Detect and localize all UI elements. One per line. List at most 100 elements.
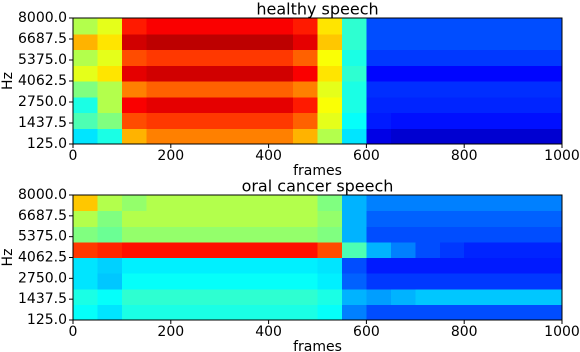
heatmap-cell bbox=[513, 241, 539, 259]
heatmap-cell bbox=[366, 49, 392, 66]
heatmap-cell bbox=[341, 96, 367, 114]
heatmap-cell bbox=[170, 18, 196, 35]
heatmap-cell bbox=[341, 210, 367, 227]
heatmap-cell bbox=[219, 96, 245, 114]
heatmap-cell bbox=[219, 49, 245, 66]
heatmap-cell bbox=[219, 304, 245, 321]
heatmap-cell bbox=[415, 257, 441, 274]
heatmap-cell bbox=[488, 257, 514, 274]
heatmap-cell bbox=[195, 65, 221, 82]
heatmap-cell bbox=[268, 288, 294, 305]
heatmap-cell bbox=[366, 33, 392, 51]
heatmap bbox=[73, 18, 563, 145]
heatmap-cell bbox=[537, 81, 563, 98]
heatmap-cell bbox=[341, 273, 367, 290]
heatmap-cell bbox=[537, 33, 563, 51]
heatmap-cell bbox=[537, 96, 563, 114]
heatmap-cell bbox=[121, 49, 147, 66]
heatmap-cell bbox=[341, 241, 367, 259]
heatmap-cell bbox=[268, 226, 294, 243]
heatmap-cell bbox=[268, 257, 294, 274]
heatmap-cell bbox=[513, 195, 539, 212]
heatmap-cell bbox=[366, 96, 392, 114]
heatmap-cell bbox=[244, 33, 270, 51]
heatmap-cell bbox=[415, 96, 441, 114]
heatmap-cell bbox=[97, 273, 123, 290]
heatmap-cell bbox=[244, 112, 270, 129]
heatmap-cell bbox=[464, 304, 490, 321]
heatmap-cell bbox=[146, 128, 172, 145]
heatmap-cell bbox=[268, 195, 294, 212]
heatmap-cell bbox=[268, 128, 294, 145]
heatmap-cell bbox=[170, 112, 196, 129]
heatmap-cell bbox=[537, 273, 563, 290]
heatmap-cell bbox=[464, 81, 490, 98]
heatmap-cell bbox=[464, 112, 490, 129]
heatmap-cell bbox=[341, 33, 367, 51]
heatmap-cell bbox=[488, 96, 514, 114]
heatmap-cell bbox=[293, 273, 319, 290]
heatmap-cell bbox=[439, 18, 465, 35]
heatmap-cell bbox=[341, 304, 367, 321]
heatmap-cell bbox=[293, 257, 319, 274]
x-tick-label: 400 bbox=[255, 148, 282, 164]
heatmap-cell bbox=[537, 195, 563, 212]
heatmap-cell bbox=[488, 112, 514, 129]
heatmap-cell bbox=[293, 96, 319, 114]
heatmap-cell bbox=[97, 112, 123, 129]
heatmap-cell bbox=[146, 195, 172, 212]
heatmap-cell bbox=[317, 241, 343, 259]
heatmap-cell bbox=[170, 33, 196, 51]
heatmap-cell bbox=[366, 112, 392, 129]
heatmap-cell bbox=[366, 65, 392, 82]
heatmap-cell bbox=[293, 49, 319, 66]
heatmap-cell bbox=[537, 304, 563, 321]
heatmap-cell bbox=[146, 288, 172, 305]
heatmap-cell bbox=[464, 33, 490, 51]
heatmap-cell bbox=[195, 96, 221, 114]
heatmap-cell bbox=[341, 226, 367, 243]
heatmap-cell bbox=[268, 96, 294, 114]
heatmap-cell bbox=[317, 273, 343, 290]
heatmap-cell bbox=[268, 112, 294, 129]
heatmap-cell bbox=[244, 304, 270, 321]
heatmap-cell bbox=[439, 195, 465, 212]
heatmap-cell bbox=[341, 288, 367, 305]
heatmap-cell bbox=[488, 304, 514, 321]
heatmap-cell bbox=[121, 33, 147, 51]
heatmap-cell bbox=[170, 304, 196, 321]
heatmap-cell bbox=[439, 226, 465, 243]
y-tick-label: 8000.0 bbox=[18, 187, 67, 203]
heatmap-cell bbox=[390, 18, 416, 35]
heatmap-cell bbox=[293, 65, 319, 82]
heatmap-cell bbox=[121, 210, 147, 227]
x-tick-label: 800 bbox=[451, 324, 478, 340]
heatmap-cell bbox=[97, 195, 123, 212]
heatmap-cell bbox=[121, 18, 147, 35]
heatmap-cell bbox=[537, 112, 563, 129]
heatmap-cell bbox=[513, 210, 539, 227]
heatmap-cell bbox=[366, 128, 392, 145]
heatmap-cell bbox=[244, 210, 270, 227]
heatmap-cell bbox=[219, 65, 245, 82]
heatmap-cell bbox=[366, 257, 392, 274]
heatmap-cell bbox=[293, 128, 319, 145]
heatmap-cell bbox=[146, 226, 172, 243]
heatmap-cell bbox=[317, 18, 343, 35]
y-axis-label: Hz bbox=[0, 72, 16, 90]
heatmap-cell bbox=[73, 128, 99, 145]
heatmap-cell bbox=[73, 273, 99, 290]
x-tick-label: 600 bbox=[353, 148, 380, 164]
heatmap-cell bbox=[513, 257, 539, 274]
heatmap-cell bbox=[513, 65, 539, 82]
heatmap-cell bbox=[366, 18, 392, 35]
heatmap-cell bbox=[439, 257, 465, 274]
heatmap-cell bbox=[97, 304, 123, 321]
heatmap-cell bbox=[464, 65, 490, 82]
heatmap-cell bbox=[244, 195, 270, 212]
heatmap-cell bbox=[537, 226, 563, 243]
heatmap-cell bbox=[488, 49, 514, 66]
heatmap-cell bbox=[464, 226, 490, 243]
heatmap-cell bbox=[244, 81, 270, 98]
heatmap-cell bbox=[170, 226, 196, 243]
